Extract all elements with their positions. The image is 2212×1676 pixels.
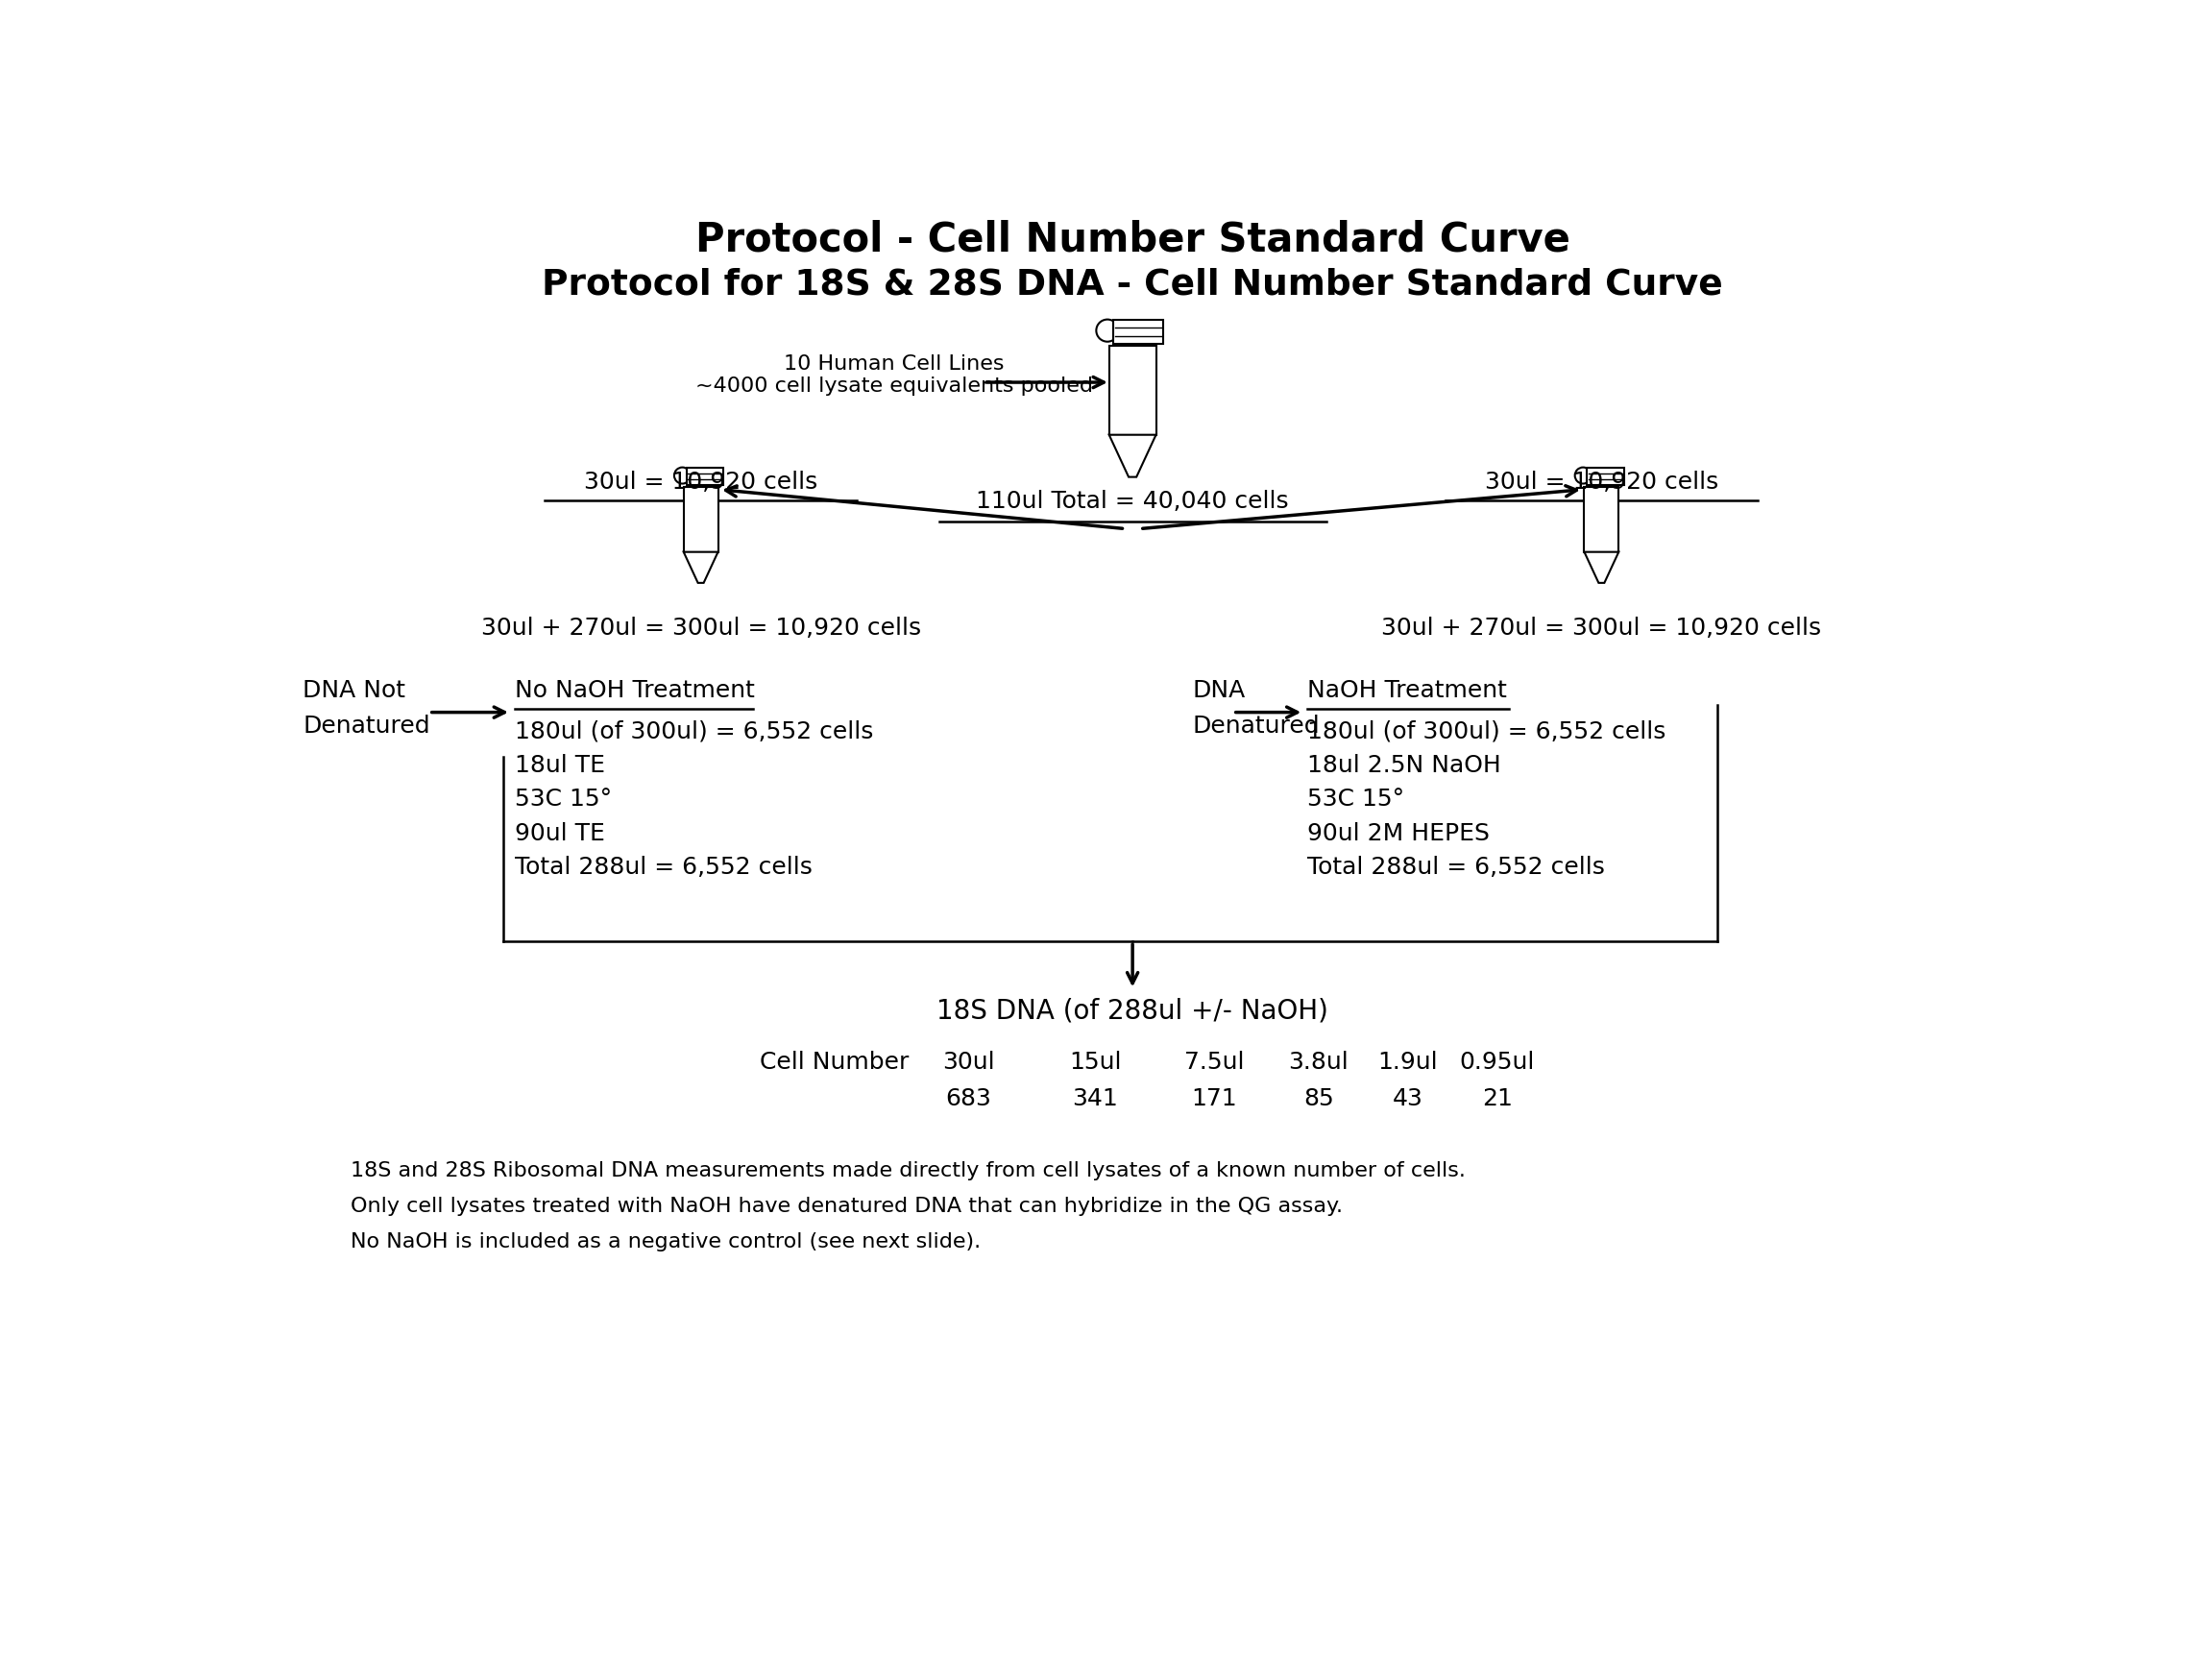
Text: 30ul + 270ul = 300ul = 10,920 cells: 30ul + 270ul = 300ul = 10,920 cells [1382,617,1820,639]
Polygon shape [684,551,719,583]
Bar [1108,345,1157,434]
Text: No NaOH is included as a negative control (see next slide).: No NaOH is included as a negative contro… [352,1232,982,1252]
Text: 110ul Total = 40,040 cells: 110ul Total = 40,040 cells [975,491,1290,513]
Text: 180ul (of 300ul) = 6,552 cells
18ul TE
53C 15°
90ul TE
Total 288ul = 6,552 cells: 180ul (of 300ul) = 6,552 cells 18ul TE 5… [515,719,874,878]
Bar [1584,488,1619,551]
Text: 341: 341 [1073,1088,1119,1110]
Bar [1113,320,1164,344]
Text: 7.5ul: 7.5ul [1183,1051,1245,1073]
Text: 1.9ul: 1.9ul [1378,1051,1438,1073]
Text: 180ul (of 300ul) = 6,552 cells
18ul 2.5N NaOH
53C 15°
90ul 2M HEPES
Total 288ul : 180ul (of 300ul) = 6,552 cells 18ul 2.5N… [1307,719,1666,878]
Circle shape [675,468,690,484]
Text: No NaOH Treatment: No NaOH Treatment [515,679,754,702]
Text: Cell Number: Cell Number [761,1051,909,1073]
Text: 85: 85 [1303,1088,1334,1110]
Bar [1588,468,1624,486]
Text: 21: 21 [1482,1088,1513,1110]
Text: 43: 43 [1394,1088,1422,1110]
Text: Protocol for 18S & 28S DNA - Cell Number Standard Curve: Protocol for 18S & 28S DNA - Cell Number… [542,268,1723,302]
Text: DNA Not: DNA Not [303,679,405,702]
Polygon shape [1584,551,1619,583]
Text: Denatured: Denatured [303,714,429,737]
Text: 171: 171 [1192,1088,1237,1110]
Text: 10 Human Cell Lines
~4000 cell lysate equivalents pooled: 10 Human Cell Lines ~4000 cell lysate eq… [695,354,1093,396]
Text: 18S DNA (of 288ul +/- NaOH): 18S DNA (of 288ul +/- NaOH) [936,997,1329,1024]
Circle shape [1097,320,1119,342]
Text: 30ul + 270ul = 300ul = 10,920 cells: 30ul + 270ul = 300ul = 10,920 cells [480,617,920,639]
Bar [686,468,723,486]
Text: 683: 683 [947,1088,991,1110]
Circle shape [1575,468,1590,484]
Text: 0.95ul: 0.95ul [1460,1051,1535,1073]
Text: Protocol - Cell Number Standard Curve: Protocol - Cell Number Standard Curve [695,220,1571,260]
Polygon shape [1108,434,1157,478]
Text: 30ul = 10,920 cells: 30ul = 10,920 cells [584,471,818,494]
Text: NaOH Treatment: NaOH Treatment [1307,679,1506,702]
Text: Denatured: Denatured [1192,714,1321,737]
Text: 30ul = 10,920 cells: 30ul = 10,920 cells [1484,471,1719,494]
Text: 30ul: 30ul [942,1051,995,1073]
Text: 18S and 28S Ribosomal DNA measurements made directly from cell lysates of a know: 18S and 28S Ribosomal DNA measurements m… [352,1161,1467,1180]
Text: 3.8ul: 3.8ul [1290,1051,1349,1073]
Text: DNA: DNA [1192,679,1245,702]
Text: 15ul: 15ul [1068,1051,1121,1073]
Text: Only cell lysates treated with NaOH have denatured DNA that can hybridize in the: Only cell lysates treated with NaOH have… [352,1197,1343,1215]
Bar [684,488,719,551]
